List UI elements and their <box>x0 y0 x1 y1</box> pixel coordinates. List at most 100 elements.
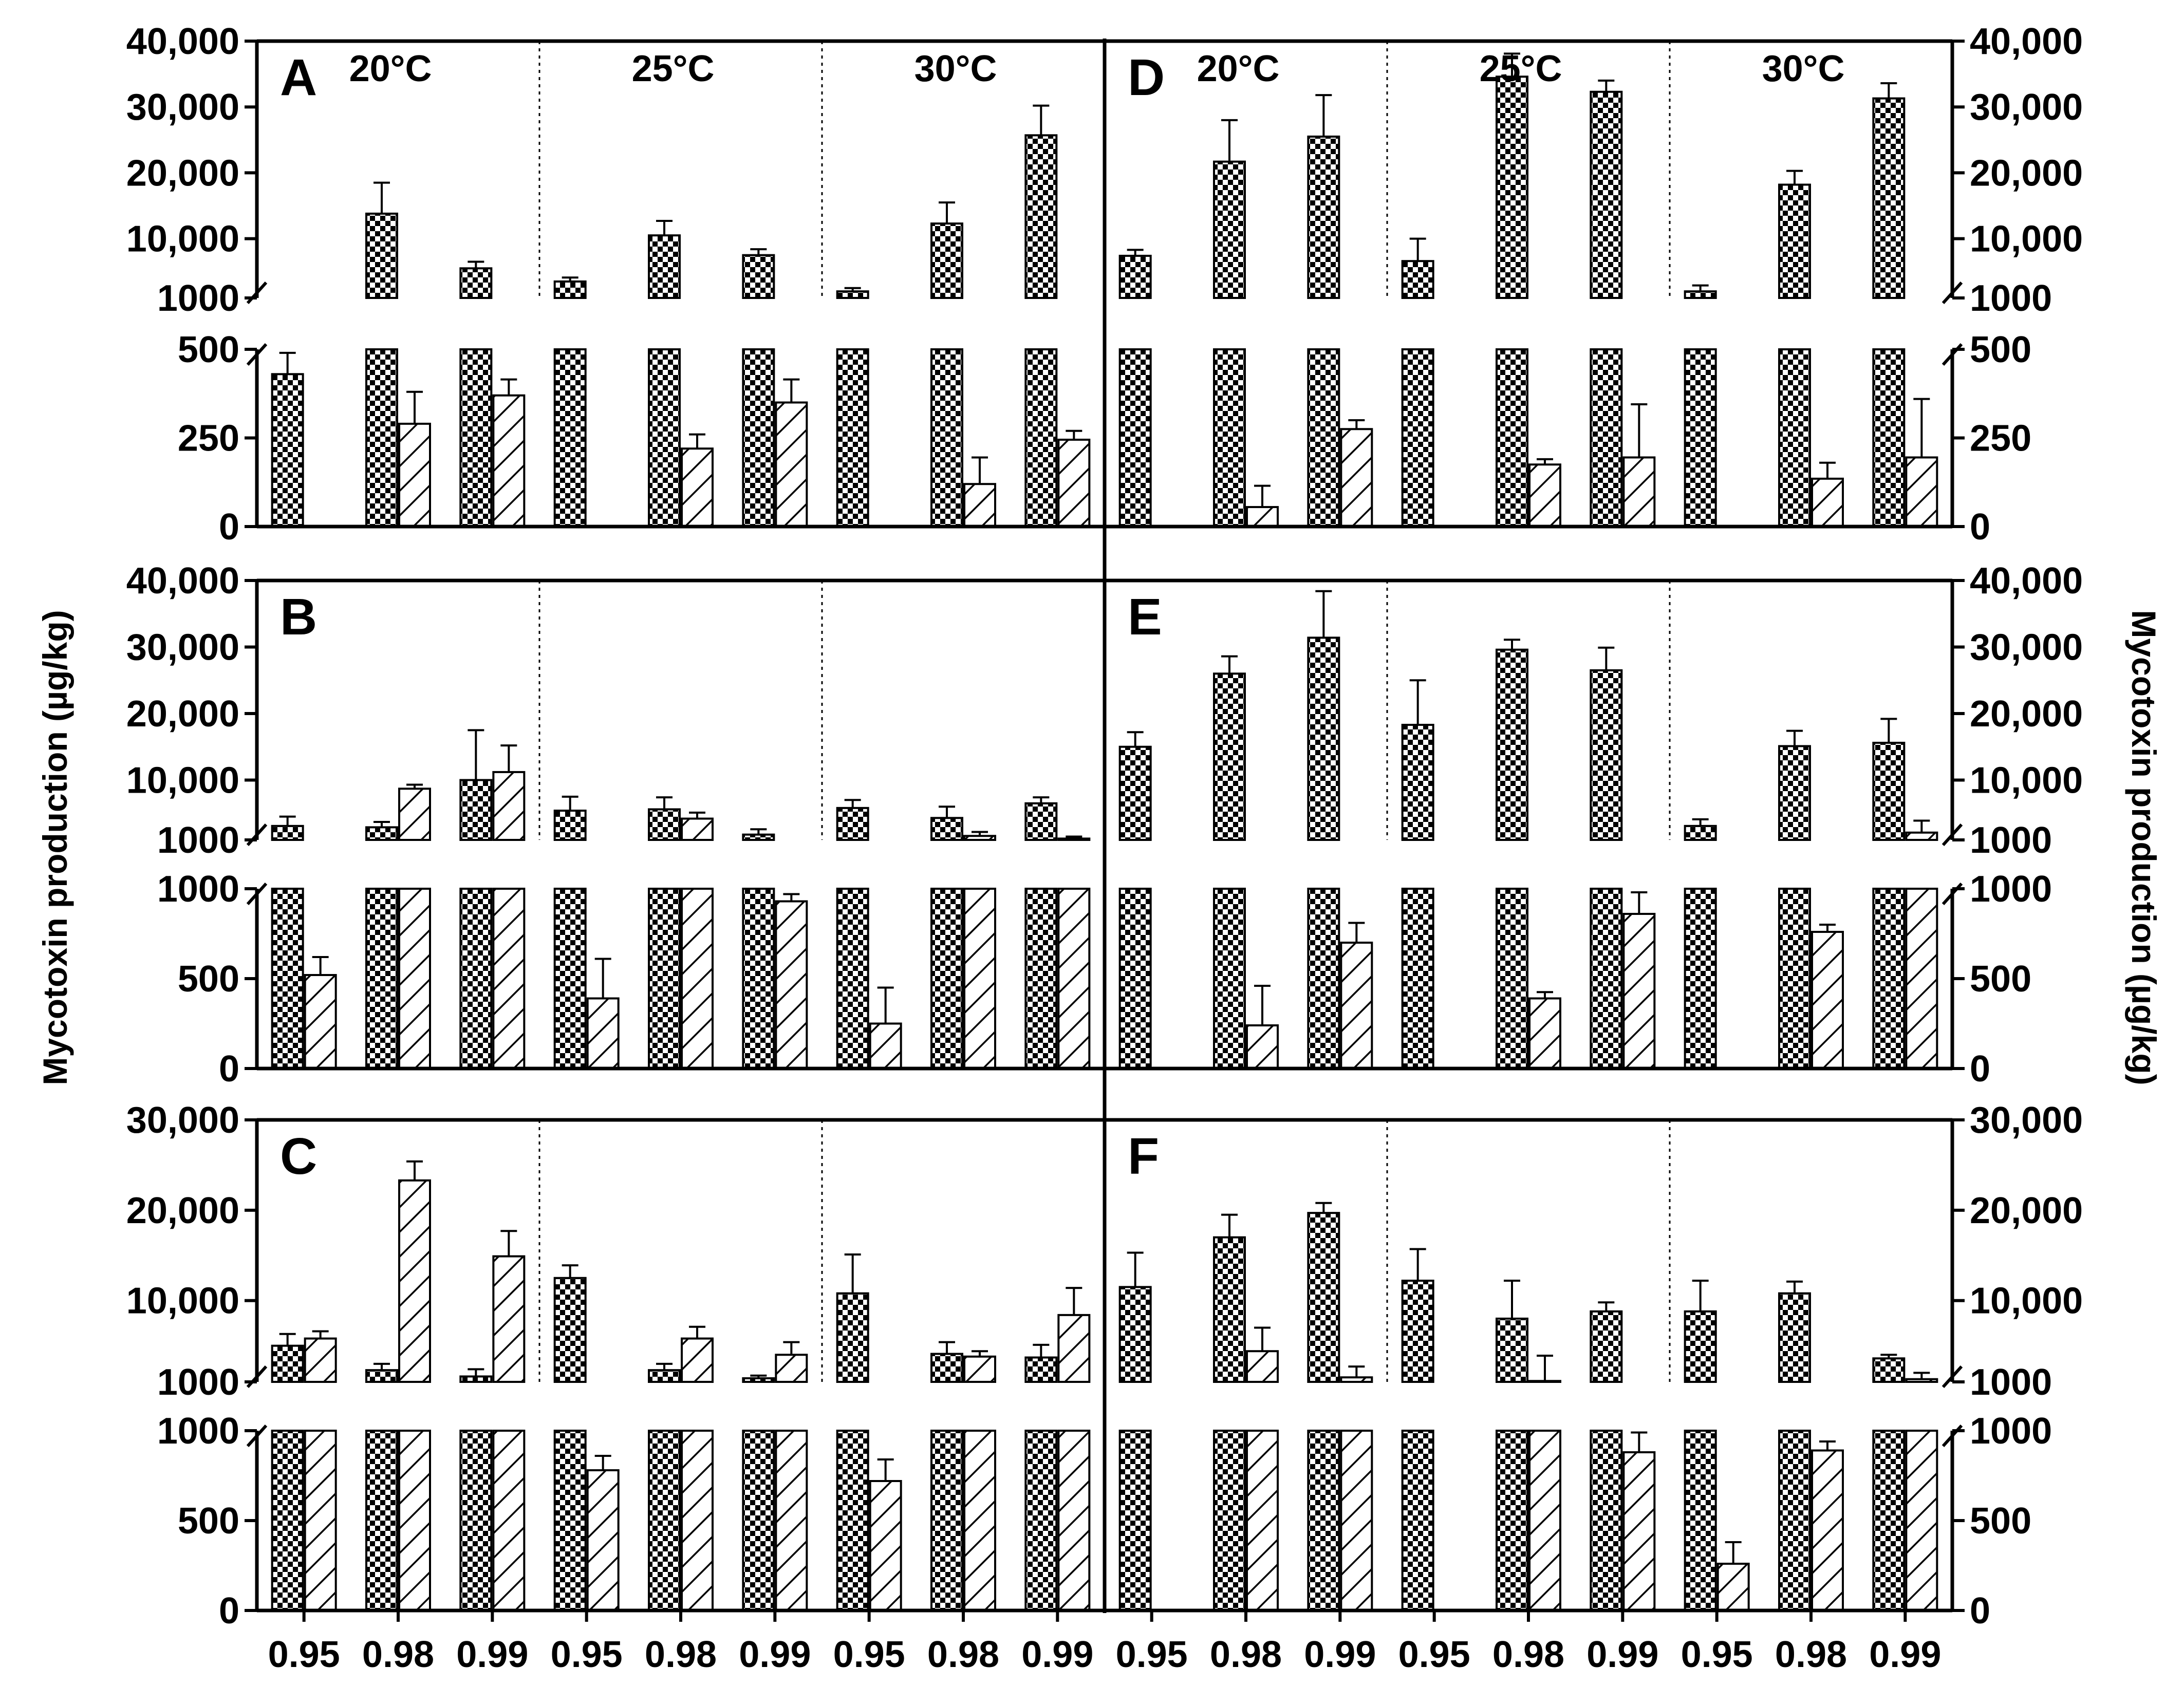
bar-checkered-lower <box>930 1430 963 1612</box>
y-tick-label: 10,000 <box>126 219 239 260</box>
bar-checkered-upper <box>836 290 869 299</box>
bar-hatched-upper <box>963 835 996 841</box>
x-tick-label: 0.99 <box>456 1634 528 1675</box>
x-tick-label: 0.95 <box>1398 1634 1470 1675</box>
bar-checkered-upper <box>648 1369 681 1383</box>
bar-hatched-lower <box>586 1469 620 1612</box>
bar-checkered-lower <box>836 888 869 1070</box>
x-tick-label: 0.95 <box>1116 1634 1188 1675</box>
bar-checkered-lower <box>1401 888 1434 1070</box>
bar-checkered-lower <box>553 1430 587 1612</box>
bar-checkered-lower <box>459 888 493 1070</box>
y-tick-label: 500 <box>178 329 239 370</box>
bar-checkered-upper <box>1401 723 1434 841</box>
bar-checkered-lower <box>1778 348 1811 528</box>
x-tick-label: 0.99 <box>1586 1634 1658 1675</box>
bar-checkered-lower <box>1024 888 1058 1070</box>
y-tick-label: 20,000 <box>126 1190 239 1231</box>
y-tick-label: 1000 <box>157 1362 239 1403</box>
bar-checkered-lower <box>1590 888 1623 1070</box>
bar-hatched-lower <box>1057 888 1091 1070</box>
axis-break-mark <box>1942 882 1963 906</box>
y-tick-label: 0 <box>1970 1590 1990 1632</box>
bar-hatched-lower <box>1340 942 1373 1070</box>
bar-checkered-lower <box>553 348 587 528</box>
bar-checkered-lower <box>1496 888 1528 1070</box>
bar-checkered-upper <box>1118 1286 1152 1383</box>
bar-hatched-lower <box>492 888 526 1070</box>
bar-checkered-upper <box>1496 76 1528 299</box>
bar-checkered-upper <box>1213 672 1246 841</box>
y-tick-label: 1000 <box>1970 869 2052 910</box>
y-tick-label: 0 <box>219 1048 239 1090</box>
bar-checkered-upper <box>742 254 775 299</box>
y-tick-label: 1000 <box>157 820 239 861</box>
y-tick-label: 250 <box>1970 418 2031 459</box>
bar-hatched-lower <box>492 394 526 528</box>
bar-hatched-lower <box>1811 1449 1844 1612</box>
y-tick-label: 1000 <box>157 278 239 319</box>
axis-break-mark <box>246 882 268 906</box>
bar-hatched-lower <box>775 401 808 528</box>
bar-checkered-lower <box>1307 1430 1340 1612</box>
bar-checkered-lower <box>742 888 775 1070</box>
bar-hatched-lower <box>1246 1430 1279 1612</box>
panel-letter: F <box>1128 1128 1159 1185</box>
bar-hatched-upper <box>1528 1380 1561 1383</box>
bar-checkered-lower <box>1872 888 1906 1070</box>
bar-hatched-upper <box>398 1179 431 1383</box>
bar-checkered-lower <box>1307 888 1340 1070</box>
y-tick-label: 0 <box>1970 1048 1990 1090</box>
bar-hatched-upper <box>963 1355 996 1383</box>
bar-checkered-upper <box>1684 290 1717 299</box>
bar-hatched-lower <box>681 888 714 1070</box>
bar-checkered-upper <box>1778 745 1811 841</box>
x-tick-label: 0.98 <box>645 1634 717 1675</box>
x-tick-label: 0.98 <box>1492 1634 1564 1675</box>
temperature-label: 20°C <box>349 48 432 89</box>
bar-hatched-lower <box>1528 463 1561 528</box>
bar-hatched-lower <box>1622 913 1656 1070</box>
bar-checkered-lower <box>271 1430 304 1612</box>
bar-checkered-upper <box>1684 825 1717 841</box>
bar-checkered-upper <box>1307 636 1340 841</box>
bar-hatched-lower <box>1057 1430 1091 1612</box>
bar-hatched-lower <box>1905 1430 1938 1612</box>
bar-hatched-upper <box>775 1354 808 1383</box>
bar-hatched-lower <box>869 1022 902 1070</box>
bar-hatched-lower <box>963 1430 996 1612</box>
bar-checkered-upper <box>553 810 587 841</box>
bar-checkered-lower <box>1496 348 1528 528</box>
y-tick-label: 0 <box>219 1590 239 1632</box>
axis-break-mark <box>246 1365 268 1389</box>
bar-hatched-lower <box>304 1430 337 1612</box>
panel-A: 40,000 30,000 20,000 10,000 1000 500 250 0 A 20°C… <box>126 21 1105 548</box>
bar-checkered-lower <box>271 888 304 1070</box>
bar-checkered-upper <box>930 817 963 841</box>
bar-checkered-lower <box>459 348 493 528</box>
panel-letter: C <box>280 1128 317 1185</box>
bar-checkered-upper <box>648 234 681 299</box>
bar-hatched-lower <box>775 900 808 1070</box>
bar-checkered-upper <box>1024 134 1058 299</box>
bar-checkered-upper <box>1401 1280 1434 1383</box>
bar-checkered-upper <box>553 280 587 299</box>
bar-hatched-lower <box>398 1430 431 1612</box>
bar-checkered-upper <box>271 1344 304 1383</box>
bar-checkered-upper <box>930 1353 963 1383</box>
bar-checkered-lower <box>459 1430 493 1612</box>
axis-break-mark <box>246 281 268 305</box>
x-tick-label: 0.99 <box>1869 1634 1941 1675</box>
x-tick-label: 0.95 <box>268 1634 340 1675</box>
y-tick-label: 500 <box>178 959 239 1000</box>
bar-hatched-lower <box>1905 456 1938 528</box>
bar-hatched-lower <box>1340 1430 1373 1612</box>
bar-hatched-lower <box>304 974 337 1070</box>
panel-C: 30,000 20,000 10,000 1000 1000 500 0 C 0.95 0.98 0… <box>126 1100 1105 1675</box>
axis-break-mark <box>1942 1424 1963 1448</box>
y-tick-label: 1000 <box>157 1411 239 1452</box>
bar-hatched-lower <box>398 422 431 528</box>
y-axis-title-right: Mycotoxin production (µg/kg) <box>2125 610 2163 1085</box>
bar-checkered-lower <box>1872 348 1906 528</box>
bar-hatched-upper <box>1340 1376 1373 1383</box>
